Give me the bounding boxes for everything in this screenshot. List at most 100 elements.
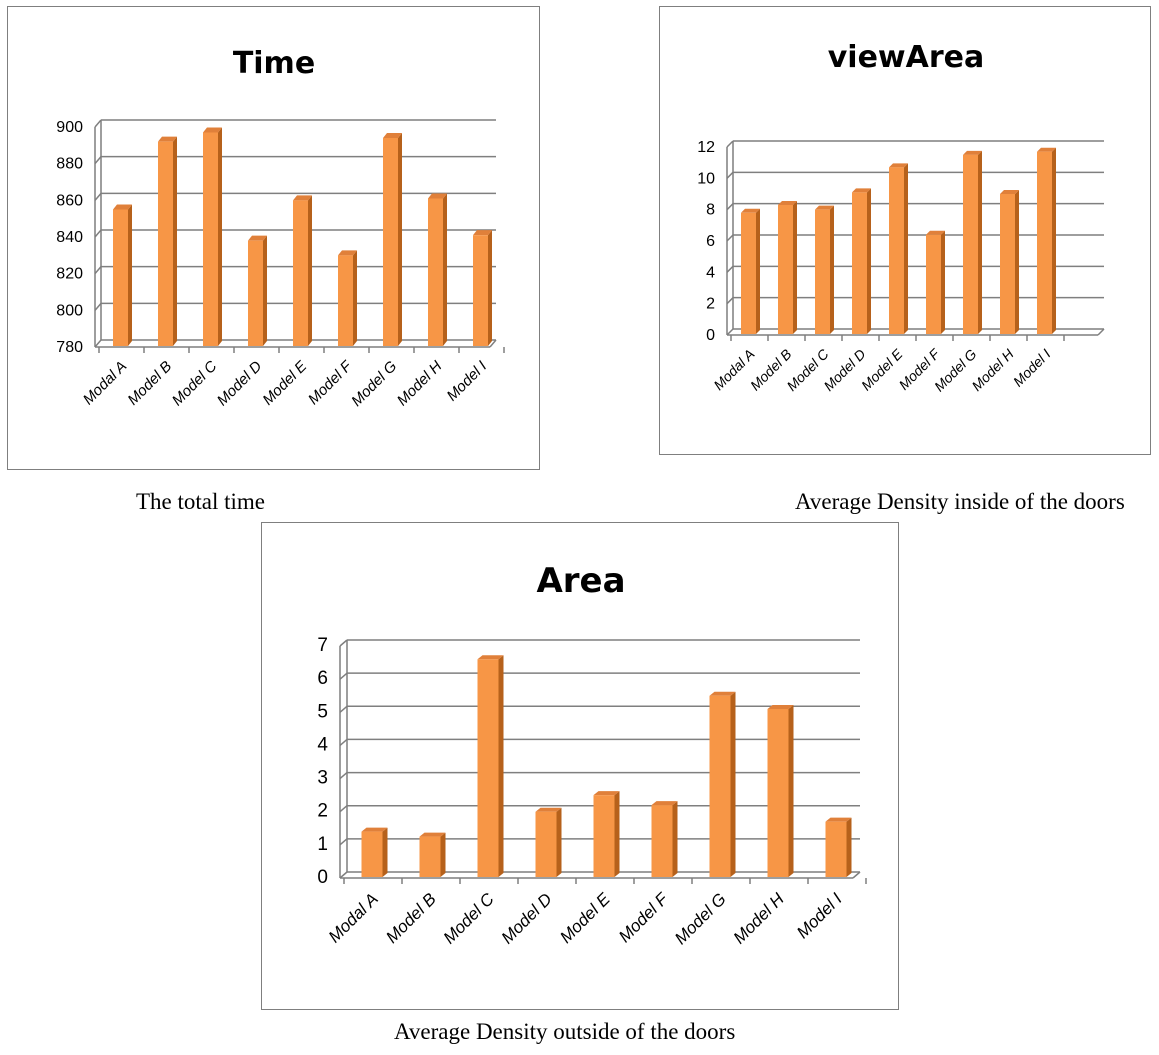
area-chart-svg: Area 0 1 2 3 4 5 6 7 Modal A Model B Model C Model D… [317, 561, 867, 948]
bar-top [852, 188, 871, 193]
bar-side [488, 230, 492, 346]
bar [852, 188, 871, 334]
floor-edge [489, 339, 497, 348]
bar-front [293, 200, 308, 346]
bar-side [904, 163, 908, 334]
x-category-label: Model H [394, 358, 446, 410]
bar-top [535, 807, 562, 812]
x-category-label: Model I [793, 889, 846, 942]
chart-title: Area [536, 561, 625, 601]
floor-edge [1097, 328, 1105, 336]
bar-side [788, 704, 794, 877]
bar-front [593, 795, 615, 877]
floor-edge [852, 871, 861, 879]
chart-title: viewArea [828, 40, 985, 75]
bar-side [556, 807, 562, 877]
bar [535, 807, 562, 877]
y-tick-label: 0 [317, 867, 328, 888]
x-category-label: Model B [382, 889, 440, 947]
grid-line-depth [339, 672, 348, 680]
chart-caption: Average Density inside of the doors [795, 489, 1125, 514]
bar-front [248, 240, 263, 346]
bar-side [1052, 147, 1056, 334]
bar-top [741, 208, 760, 213]
bar [383, 133, 402, 346]
bar [1037, 147, 1056, 334]
x-category-label: Model G [348, 358, 400, 410]
bar-side [756, 208, 760, 334]
bar-side [443, 193, 447, 346]
bar [203, 127, 222, 346]
grid-line-depth [94, 266, 102, 275]
chart-caption: The total time [136, 489, 266, 514]
grid-line-depth [339, 838, 348, 846]
bar-front [963, 154, 978, 334]
bar-side [941, 230, 945, 334]
y-tick-label: 4 [317, 734, 328, 755]
grid-line-depth [339, 705, 348, 713]
chart-title: Time [233, 46, 315, 81]
bar-front [113, 209, 128, 346]
x-category-label: Model I [1010, 346, 1054, 390]
bar-side [353, 250, 357, 346]
x-category-label: Model F [615, 888, 673, 946]
bar-side [218, 127, 222, 346]
grid-line-depth [339, 738, 348, 746]
x-category-label: Modal A [325, 889, 382, 946]
bar-front [852, 192, 867, 334]
y-tick-label: 4 [706, 264, 715, 281]
bar [926, 230, 945, 334]
y-tick-label: 12 [697, 139, 715, 156]
x-category-label: Model E [259, 357, 311, 409]
bar-top [963, 150, 982, 155]
bar-top [651, 801, 678, 806]
grid-line-depth [339, 772, 348, 780]
bar [889, 163, 908, 334]
y-tick-label: 880 [56, 156, 83, 173]
bar-front [825, 821, 847, 877]
y-tick-label: 840 [56, 229, 83, 246]
bar-side [672, 801, 678, 877]
bar-top [889, 163, 908, 168]
x-category-label: Model C [169, 358, 221, 410]
bar [428, 193, 447, 346]
bar-front [383, 138, 398, 346]
grid-line-depth [94, 119, 102, 128]
x-category-label: Model D [214, 358, 266, 410]
x-category-label: Model G [671, 889, 730, 948]
bar-top [383, 133, 402, 138]
bar [741, 208, 760, 334]
y-tick-label: 800 [56, 302, 83, 319]
bar-top [778, 200, 797, 205]
bar [477, 655, 504, 877]
y-tick-label: 860 [56, 192, 83, 209]
bar-side [830, 205, 834, 334]
bar-side [978, 150, 982, 334]
bar-side [614, 791, 620, 877]
grid-line-depth [94, 339, 102, 348]
y-tick-label: 5 [317, 701, 328, 722]
bar-side [128, 204, 132, 346]
bar-top [926, 230, 945, 235]
grid-line-depth [726, 203, 734, 211]
bar-front [1000, 194, 1015, 334]
y-tick-label: 6 [317, 668, 328, 689]
bar [293, 195, 312, 346]
grid-line-depth [94, 156, 102, 165]
bar-front [926, 234, 941, 334]
bar [825, 817, 852, 877]
bar [778, 200, 797, 334]
bar-top [338, 250, 357, 256]
bar-front [338, 255, 353, 346]
bar-top [293, 195, 312, 201]
bar-front [767, 708, 789, 877]
bar-front [203, 132, 218, 346]
bar [1000, 190, 1019, 334]
bar-top [113, 204, 132, 210]
bar [473, 230, 492, 346]
bar-top [428, 193, 447, 199]
y-tick-label: 3 [317, 768, 328, 789]
bar-side [398, 133, 402, 346]
chart-frame: Area 0 1 2 3 4 5 6 7 Modal A Model B Model C Model D… [261, 522, 899, 1010]
